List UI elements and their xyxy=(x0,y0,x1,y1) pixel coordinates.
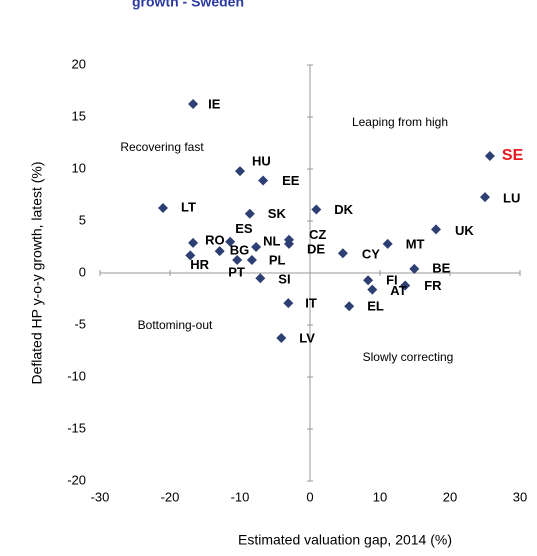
y-tick-label: 5 xyxy=(79,212,86,227)
point-label: RO xyxy=(205,232,225,247)
y-tick-label: 20 xyxy=(72,56,86,71)
x-tick-label: 0 xyxy=(306,489,313,504)
point xyxy=(185,250,196,261)
point-label: LV xyxy=(299,330,315,345)
x-tick-label: 20 xyxy=(443,489,457,504)
y-tick-label: 10 xyxy=(72,160,86,175)
x-axis-label: Estimated valuation gap, 2014 (%) xyxy=(238,532,452,548)
point-label: DE xyxy=(307,241,325,256)
point xyxy=(255,273,266,284)
y-axis-label: Deflated HP y-o-y growth, latest (%) xyxy=(29,161,45,384)
point xyxy=(251,242,262,252)
point-label: PT xyxy=(228,264,245,279)
point xyxy=(244,208,255,219)
point-label: DK xyxy=(334,202,353,217)
chart-title: growth - Sweden xyxy=(132,0,244,10)
point-label: BE xyxy=(432,260,450,275)
x-tick-label: -30 xyxy=(91,489,110,504)
x-tick-label: 10 xyxy=(373,489,387,504)
y-tick-label: -15 xyxy=(67,420,86,435)
y-tick-label: -10 xyxy=(67,368,86,383)
point xyxy=(400,280,411,291)
point xyxy=(235,166,245,177)
point-label: CY xyxy=(362,247,380,262)
point-label: AT xyxy=(390,283,406,298)
point xyxy=(409,263,420,274)
point-label: HU xyxy=(252,154,271,169)
point-label: EL xyxy=(367,299,384,314)
point-label: FI xyxy=(386,273,398,288)
annotation: Bottoming-out xyxy=(138,318,213,332)
point xyxy=(337,248,348,259)
point-label: SI xyxy=(278,272,290,287)
y-tick-label: 15 xyxy=(72,108,86,123)
point xyxy=(480,192,490,203)
point xyxy=(158,203,168,213)
point xyxy=(188,99,199,109)
point xyxy=(214,246,225,257)
point xyxy=(225,236,236,247)
point-label: ES xyxy=(235,221,253,236)
point xyxy=(484,151,495,161)
point xyxy=(232,255,243,265)
point-label: MT xyxy=(406,236,425,251)
point xyxy=(284,238,294,249)
point-label: UK xyxy=(455,223,474,238)
point-label: FR xyxy=(424,278,442,293)
y-tick-label: -5 xyxy=(74,316,86,331)
point-label: SE xyxy=(502,147,524,164)
point-label: IT xyxy=(305,296,317,311)
point xyxy=(431,224,441,235)
point-label: IE xyxy=(208,96,221,111)
point-label: LU xyxy=(503,191,520,206)
x-tick-label: -20 xyxy=(161,489,180,504)
y-tick-label: 0 xyxy=(79,264,86,279)
point-label: EE xyxy=(282,173,300,188)
point-label: PL xyxy=(269,252,286,267)
point xyxy=(363,275,374,286)
point xyxy=(344,301,355,312)
point xyxy=(258,175,269,186)
point-label: NL xyxy=(263,233,280,248)
point xyxy=(188,237,199,248)
point-label: CZ xyxy=(309,227,326,242)
point-label: LT xyxy=(181,199,196,214)
point-label: HR xyxy=(190,257,209,272)
annotation: Slowly correcting xyxy=(363,350,454,364)
point-label: SK xyxy=(268,206,287,221)
point xyxy=(283,298,294,309)
y-tick-label: -20 xyxy=(67,472,86,487)
annotation: Recovering fast xyxy=(120,140,204,154)
point xyxy=(382,238,393,249)
point xyxy=(367,284,378,295)
point xyxy=(246,255,257,265)
annotation: Leaping from high xyxy=(352,115,448,129)
x-tick-label: 30 xyxy=(513,489,527,504)
point-label: BG xyxy=(230,243,250,258)
point xyxy=(311,204,322,215)
x-tick-label: -10 xyxy=(231,489,250,504)
point xyxy=(276,333,287,343)
